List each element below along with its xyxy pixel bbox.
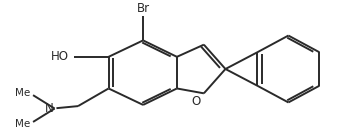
Text: Me: Me [15, 119, 30, 129]
Text: O: O [191, 95, 200, 108]
Text: HO: HO [51, 50, 69, 63]
Text: Br: Br [136, 2, 150, 15]
Text: N: N [45, 102, 53, 115]
Text: Me: Me [15, 88, 30, 98]
